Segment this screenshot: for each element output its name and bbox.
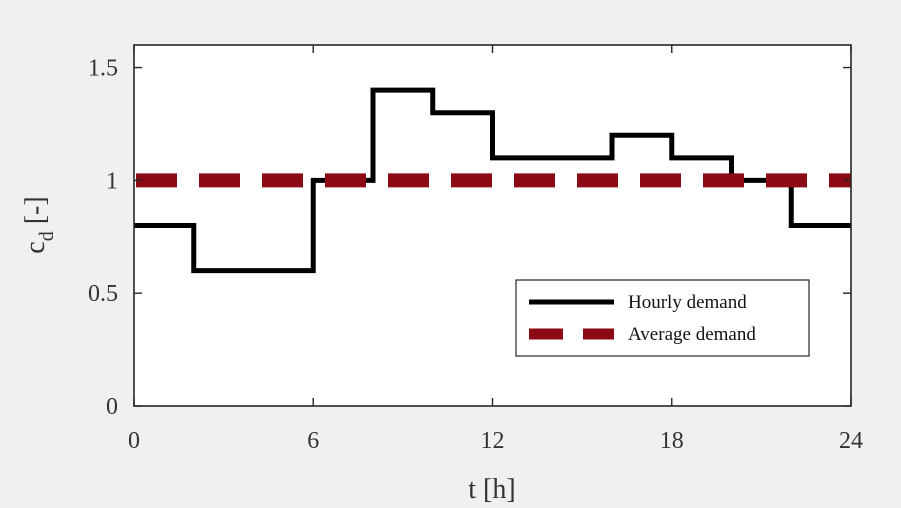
y-axis-label-subscript: d [36,231,58,241]
series-line-hourly-demand [134,87,851,274]
series-layer [134,87,851,274]
x-tick-label: 6 [307,428,319,454]
y-axis-label-main: c [20,241,51,253]
x-tick-label: 0 [128,428,140,454]
legend-label-hourly-demand: Hourly demand [628,292,747,313]
y-axis-label: cd [-] [20,196,58,253]
x-tick-label: 12 [481,428,505,454]
y-tick-label: 0.5 [88,281,118,307]
y-tick-label: 0 [106,394,118,420]
legend-label-average-demand: Average demand [628,324,756,345]
y-tick-label: 1.5 [88,56,118,82]
y-tick-label: 1 [106,168,118,194]
legend-box [515,279,810,357]
x-axis-label: t [h] [468,474,515,505]
x-tick-label: 24 [839,428,863,454]
y-axis-label-unit: [-] [20,196,51,231]
legend: Hourly demand Average demand [515,279,810,357]
x-tick-label: 18 [660,428,684,454]
tick-layer: 0 6 12 18 24 0 0.5 1 1.5 [88,45,863,454]
